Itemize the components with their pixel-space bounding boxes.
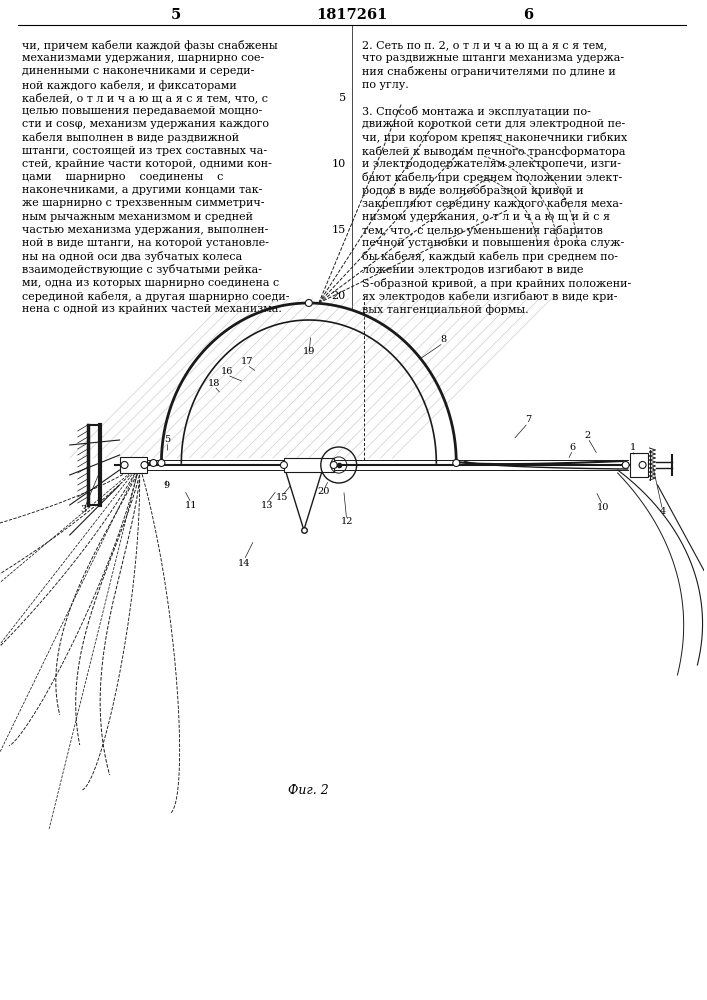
- Text: кабелей, о т л и ч а ю щ а я с я тем, что, с: кабелей, о т л и ч а ю щ а я с я тем, чт…: [22, 93, 268, 104]
- Circle shape: [121, 462, 128, 468]
- Text: бают кабель при среднем положении элект-: бают кабель при среднем положении элект-: [362, 172, 622, 183]
- Circle shape: [281, 462, 288, 468]
- Text: 5: 5: [339, 93, 346, 103]
- Text: кабелей к выводам печного трансформатора: кабелей к выводам печного трансформатора: [362, 146, 625, 157]
- Text: 8: 8: [440, 336, 446, 344]
- Text: 18: 18: [208, 378, 221, 387]
- Text: штанги, состоящей из трех составных ча-: штанги, состоящей из трех составных ча-: [22, 146, 267, 156]
- Text: закрепляют середину каждого кабеля меха-: закрепляют середину каждого кабеля меха-: [362, 198, 622, 209]
- Text: сти и cosφ, механизм удержания каждого: сти и cosφ, механизм удержания каждого: [22, 119, 269, 129]
- Text: 3: 3: [81, 506, 87, 514]
- Text: серединой кабеля, а другая шарнирно соеди-: серединой кабеля, а другая шарнирно соед…: [22, 291, 289, 302]
- Text: 20: 20: [317, 488, 330, 496]
- Text: 10: 10: [597, 504, 609, 512]
- Text: 5: 5: [171, 8, 182, 22]
- Text: 13: 13: [261, 500, 273, 510]
- Text: тем, что, с целью уменьшения габаритов: тем, что, с целью уменьшения габаритов: [362, 225, 602, 236]
- Bar: [630, 453, 648, 477]
- Text: 19: 19: [303, 348, 315, 357]
- Text: Фиг. 2: Фиг. 2: [288, 784, 329, 796]
- Text: стей, крайние части которой, одними кон-: стей, крайние части которой, одними кон-: [22, 159, 271, 169]
- Text: ным рычажным механизмом и средней: ным рычажным механизмом и средней: [22, 212, 253, 222]
- Text: взаимодействующие с зубчатыми рейка-: взаимодействующие с зубчатыми рейка-: [22, 264, 262, 275]
- Text: чи, при котором крепят наконечники гибких: чи, при котором крепят наконечники гибки…: [362, 132, 627, 143]
- Text: 2: 2: [585, 430, 591, 440]
- Text: диненными с наконечниками и середи-: диненными с наконечниками и середи-: [22, 66, 255, 76]
- Circle shape: [452, 460, 460, 466]
- Circle shape: [141, 462, 148, 468]
- Text: нена с одной из крайних частей механизма.: нена с одной из крайних частей механизма…: [22, 304, 282, 314]
- Text: 15: 15: [276, 493, 288, 502]
- Text: же шарнирно с трехзвенным симметрич-: же шарнирно с трехзвенным симметрич-: [22, 198, 264, 208]
- Text: ния снабжены ограничителями по длине и: ния снабжены ограничителями по длине и: [362, 66, 615, 77]
- Text: частью механизма удержания, выполнен-: частью механизма удержания, выполнен-: [22, 225, 268, 235]
- Text: 4: 4: [660, 508, 665, 516]
- Text: 17: 17: [241, 358, 253, 366]
- Text: кабеля выполнен в виде раздвижной: кабеля выполнен в виде раздвижной: [22, 132, 239, 143]
- Text: 10: 10: [332, 159, 346, 169]
- Text: 6: 6: [570, 442, 576, 452]
- Text: 7: 7: [525, 416, 531, 424]
- Text: ях электродов кабели изгибают в виде кри-: ях электродов кабели изгибают в виде кри…: [362, 291, 617, 302]
- Text: 12: 12: [341, 518, 353, 526]
- Text: 6: 6: [523, 8, 533, 22]
- Circle shape: [158, 460, 165, 466]
- Text: 11: 11: [185, 500, 197, 510]
- Circle shape: [622, 462, 629, 468]
- Text: 5: 5: [164, 436, 170, 444]
- Text: движной короткой сети для электродной пе-: движной короткой сети для электродной пе…: [362, 119, 625, 129]
- Text: ны на одной оси два зубчатых колеса: ны на одной оси два зубчатых колеса: [22, 251, 243, 262]
- Circle shape: [330, 462, 337, 468]
- Text: и электрододержателям электропечи, изги-: и электрододержателям электропечи, изги-: [362, 159, 621, 169]
- Text: цами    шарнирно    соединены    с: цами шарнирно соединены с: [22, 172, 223, 182]
- Text: механизмами удержания, шарнирно сое-: механизмами удержания, шарнирно сое-: [22, 53, 264, 63]
- Text: 2. Сеть по п. 2, о т л и ч а ю щ а я с я тем,: 2. Сеть по п. 2, о т л и ч а ю щ а я с я…: [362, 40, 607, 50]
- Text: родов в виде волнообразной кривой и: родов в виде волнообразной кривой и: [362, 185, 583, 196]
- Text: ной каждого кабеля, и фиксаторами: ной каждого кабеля, и фиксаторами: [22, 80, 237, 91]
- Text: 15: 15: [332, 225, 346, 235]
- Text: что раздвижные штанги механизма удержа-: что раздвижные штанги механизма удержа-: [362, 53, 624, 63]
- Text: 3. Способ монтажа и эксплуатации по-: 3. Способ монтажа и эксплуатации по-: [362, 106, 590, 117]
- Text: низмом удержания, о т л и ч а ю щ и й с я: низмом удержания, о т л и ч а ю щ и й с …: [362, 212, 609, 222]
- Text: S-образной кривой, а при крайних положени-: S-образной кривой, а при крайних положен…: [362, 278, 631, 289]
- Text: вых тангенциальной формы.: вых тангенциальной формы.: [362, 304, 528, 315]
- Circle shape: [305, 300, 312, 306]
- Text: ной в виде штанги, на которой установле-: ной в виде штанги, на которой установле-: [22, 238, 269, 248]
- Text: 1: 1: [629, 442, 636, 452]
- Text: целью повышения передаваемой мощно-: целью повышения передаваемой мощно-: [22, 106, 262, 116]
- Text: 1817261: 1817261: [316, 8, 387, 22]
- Text: ложении электродов изгибают в виде: ложении электродов изгибают в виде: [362, 264, 583, 275]
- Text: бы кабеля, каждый кабель при среднем по-: бы кабеля, каждый кабель при среднем по-: [362, 251, 618, 262]
- Text: печной установки и повышения срока служ-: печной установки и повышения срока служ-: [362, 238, 624, 248]
- Bar: [119, 457, 148, 473]
- Text: по углу.: по углу.: [362, 80, 409, 90]
- Circle shape: [639, 462, 646, 468]
- Text: 16: 16: [221, 367, 233, 376]
- Circle shape: [150, 460, 157, 466]
- Text: 14: 14: [238, 558, 250, 568]
- Text: 9: 9: [163, 481, 170, 489]
- Bar: [284, 458, 334, 472]
- Text: наконечниками, а другими концами так-: наконечниками, а другими концами так-: [22, 185, 262, 195]
- Text: чи, причем кабели каждой фазы снабжены: чи, причем кабели каждой фазы снабжены: [22, 40, 278, 51]
- Text: ми, одна из которых шарнирно соединена с: ми, одна из которых шарнирно соединена с: [22, 278, 279, 288]
- Text: 20: 20: [332, 291, 346, 301]
